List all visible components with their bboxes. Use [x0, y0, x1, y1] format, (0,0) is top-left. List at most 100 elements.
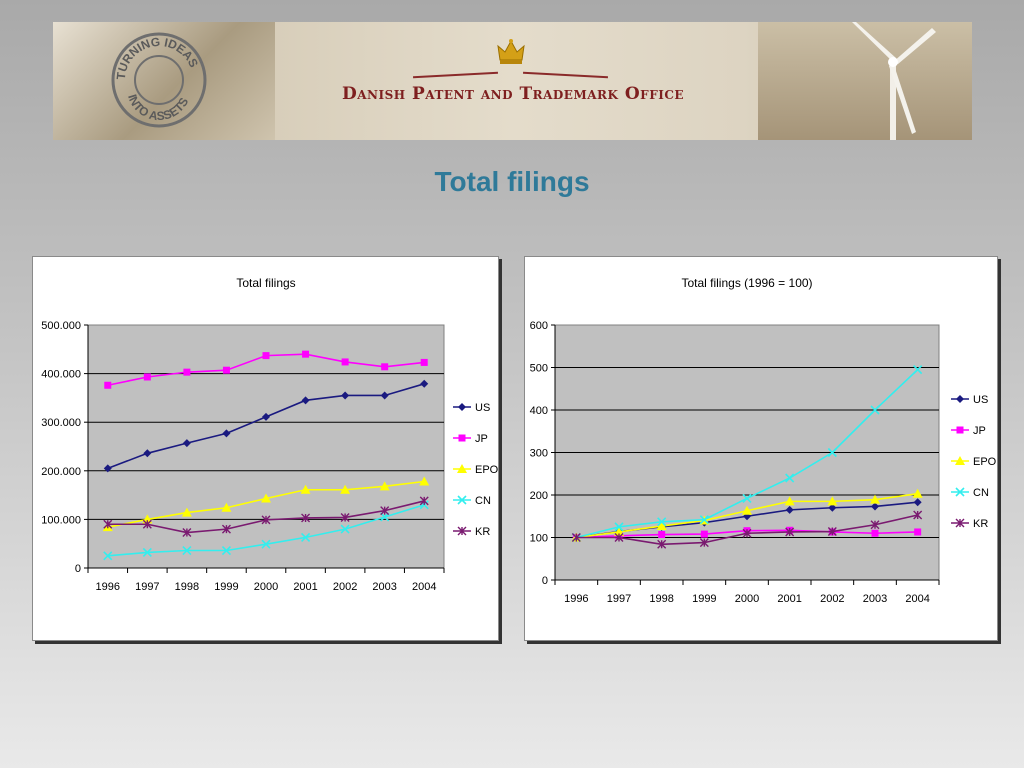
data-point-epo	[261, 493, 271, 503]
legend-marker-epo	[457, 464, 467, 473]
legend-label-kr: KR	[475, 526, 490, 538]
data-point-kr	[742, 528, 752, 538]
x-tick-label: 2004	[412, 581, 436, 593]
crown-icon	[497, 39, 525, 64]
x-tick-label: 2001	[293, 581, 317, 593]
data-point-jp	[302, 350, 310, 358]
data-point-kr	[785, 527, 795, 537]
data-point-us	[913, 498, 922, 507]
x-tick-label: 1999	[692, 593, 716, 605]
y-tick-label: 100.000	[41, 514, 81, 526]
data-point-kr	[182, 528, 192, 538]
banner-right-image	[758, 22, 972, 140]
x-tick-label: 1996	[564, 593, 588, 605]
data-point-cn	[182, 545, 192, 556]
x-tick-label: 2002	[333, 581, 357, 593]
legend-label-us: US	[475, 402, 490, 414]
y-tick-label: 100	[530, 533, 548, 545]
y-tick-label: 300.000	[41, 417, 81, 429]
y-tick-label: 400.000	[41, 369, 81, 381]
data-point-kr	[657, 539, 667, 549]
data-point-kr	[261, 515, 271, 525]
y-tick-label: 500	[530, 363, 548, 375]
chart-title: Total filings (1996 = 100)	[681, 276, 812, 290]
data-point-jp	[914, 528, 922, 536]
x-tick-label: 1998	[649, 593, 673, 605]
series-markers-cn	[103, 500, 429, 561]
data-point-jp	[700, 530, 708, 538]
x-tick-label: 2004	[905, 593, 929, 605]
series-markers-kr	[571, 510, 923, 549]
x-tick-label: 2000	[735, 593, 759, 605]
legend-label-jp: JP	[973, 425, 986, 437]
data-point-kr	[142, 519, 152, 529]
data-point-us	[828, 503, 837, 512]
x-tick-label: 2002	[820, 593, 844, 605]
data-point-kr	[571, 533, 581, 542]
data-point-us	[420, 379, 429, 388]
data-point-jp	[183, 368, 191, 376]
chart-panel-total-filings: Total filings 0 100.000 200.000 300.000 400.0…	[32, 256, 499, 641]
legend-marker-cn	[955, 487, 965, 497]
legend-label-kr: KR	[973, 518, 988, 530]
banner-left-image	[53, 22, 275, 140]
data-point-jp	[341, 358, 349, 366]
data-point-us	[341, 391, 350, 400]
turning-ideas-stamp-logo: TURNING IDEAS INTO ASSETS	[111, 32, 207, 128]
data-point-cn	[103, 551, 113, 561]
header-rule-left	[413, 71, 498, 79]
data-point-jp	[104, 381, 112, 389]
data-point-cn	[913, 365, 923, 375]
data-point-cn	[142, 547, 152, 558]
legend-label-epo: EPO	[475, 464, 498, 476]
legend-label-cn: CN	[475, 495, 491, 507]
data-point-epo	[181, 507, 192, 517]
data-point-kr	[827, 527, 837, 537]
data-point-cn	[742, 493, 752, 503]
y-tick-label: 500.000	[41, 320, 81, 332]
x-tick-label: 1998	[175, 581, 199, 593]
legend-label-epo: EPO	[973, 456, 997, 468]
data-point-kr	[870, 520, 880, 530]
data-point-epo	[419, 476, 430, 486]
data-point-cn	[340, 524, 350, 534]
data-point-us	[785, 505, 794, 514]
data-point-jp	[871, 529, 879, 537]
x-tick-label: 1997	[135, 581, 159, 593]
legend-marker-us	[458, 403, 466, 411]
data-point-us	[262, 412, 270, 421]
data-point-cn	[657, 517, 667, 527]
legend-marker-jp	[458, 434, 466, 442]
header-banner: TURNING IDEAS INTO ASSETS Danish Patent …	[53, 22, 972, 140]
data-point-us	[301, 396, 310, 405]
chart-panel-indexed-filings: Total filings (1996 = 100) 0 100 200 300 400 5…	[524, 256, 998, 641]
data-point-cn	[221, 545, 232, 556]
x-tick-label: 2003	[372, 581, 396, 593]
x-tick-label: 1997	[607, 593, 631, 605]
data-point-cn	[785, 473, 795, 483]
x-tick-label: 1999	[214, 581, 238, 593]
data-point-jp	[381, 363, 389, 371]
data-point-jp	[420, 358, 428, 366]
data-point-epo	[827, 496, 838, 506]
x-tick-label: 1996	[96, 581, 120, 593]
organization-name: Danish Patent and Trademark Office	[341, 84, 685, 104]
legend-marker-jp	[956, 426, 964, 434]
y-tick-label: 600	[530, 320, 548, 332]
svg-text:TURNING IDEAS: TURNING IDEAS	[114, 35, 201, 81]
data-point-epo	[870, 494, 880, 504]
data-point-kr	[913, 510, 923, 520]
data-point-jp	[262, 352, 270, 360]
series-markers-us	[103, 379, 429, 473]
data-point-epo	[912, 488, 923, 498]
data-point-epo	[300, 484, 311, 494]
data-point-epo	[379, 481, 390, 491]
data-point-us	[380, 391, 389, 400]
data-point-cn	[699, 515, 709, 525]
data-point-kr	[103, 519, 113, 529]
series-markers-kr	[103, 496, 429, 538]
series-markers-jp	[104, 350, 428, 389]
data-point-cn	[261, 539, 271, 549]
data-point-jp	[658, 531, 666, 539]
data-point-kr	[699, 538, 709, 548]
